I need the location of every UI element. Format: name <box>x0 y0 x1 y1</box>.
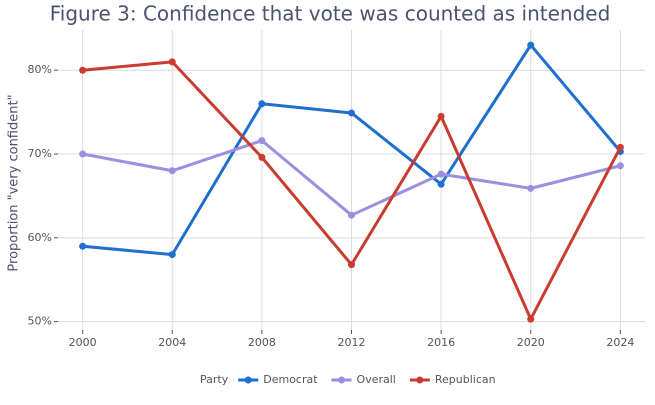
chart-title: Figure 3: Confidence that vote was count… <box>50 2 611 26</box>
y-tick-label: 60% <box>28 231 52 244</box>
legend-swatch-dot <box>338 376 346 384</box>
legend-title: Party <box>200 373 229 386</box>
legend-label: Republican <box>435 373 496 386</box>
data-point <box>348 261 355 269</box>
y-axis-label: Proportion "very confident" <box>7 94 22 271</box>
data-point <box>527 41 535 49</box>
x-tick-label: 2012 <box>338 336 366 349</box>
x-tick-label: 2008 <box>248 336 276 349</box>
data-point <box>437 112 445 120</box>
data-point <box>348 109 355 117</box>
data-point <box>437 180 445 188</box>
legend-swatch-dot <box>416 376 424 384</box>
data-point <box>168 251 176 259</box>
data-point <box>79 150 87 158</box>
data-point <box>258 153 266 161</box>
legend-swatch-dot <box>244 376 252 384</box>
x-tick-label: 2024 <box>606 336 634 349</box>
data-point <box>79 242 87 250</box>
x-tick-label: 2020 <box>517 336 545 349</box>
data-point <box>258 137 266 145</box>
data-point <box>527 315 535 323</box>
data-point <box>348 211 355 219</box>
data-point <box>527 184 535 192</box>
data-point <box>79 66 87 74</box>
data-point <box>616 162 624 170</box>
x-tick-label: 2000 <box>69 336 97 349</box>
legend-label: Overall <box>357 373 396 386</box>
x-tick-label: 2016 <box>427 336 455 349</box>
y-tick-label: 80% <box>28 63 52 76</box>
legend-label: Democrat <box>263 373 318 386</box>
data-point <box>258 100 266 108</box>
y-tick-label: 70% <box>28 147 52 160</box>
data-point <box>616 143 624 151</box>
x-tick-label: 2004 <box>158 336 186 349</box>
data-point <box>168 58 176 66</box>
data-point <box>168 167 176 175</box>
y-tick-label: 50% <box>28 315 52 328</box>
data-point <box>437 170 445 178</box>
